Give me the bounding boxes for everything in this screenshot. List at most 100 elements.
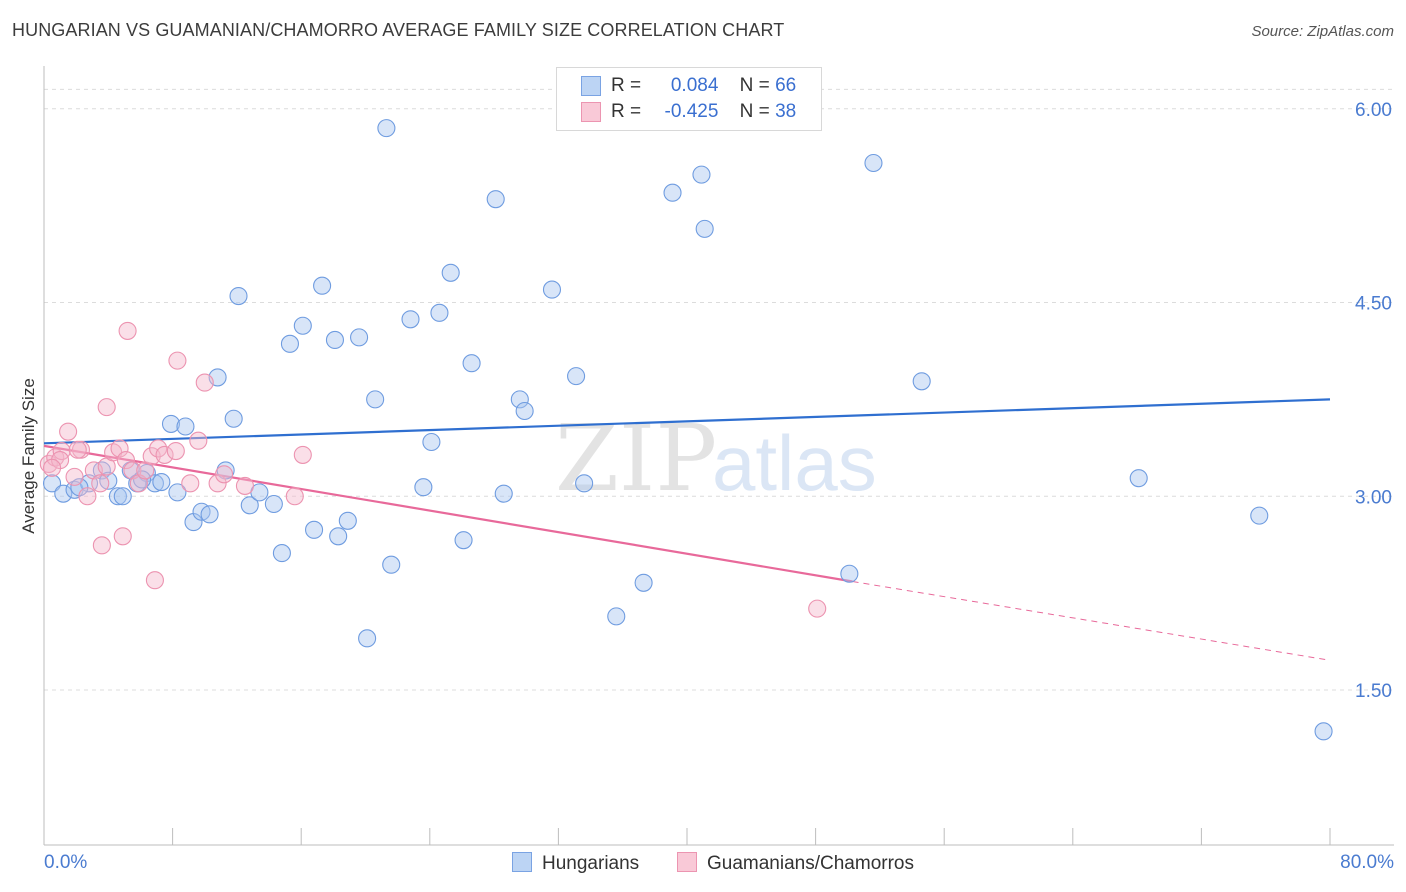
- hungarians-points: [42, 119, 1333, 741]
- guamanians-point: [110, 439, 129, 458]
- hungarians-point: [168, 483, 187, 502]
- legend-swatch-blue: [581, 75, 601, 96]
- hungarians-point: [338, 511, 357, 530]
- guamanians-point: [155, 445, 174, 464]
- hungarians-point: [305, 520, 324, 539]
- guamanians-point: [235, 476, 254, 495]
- hungarians-point: [329, 527, 348, 546]
- hungarians-point: [692, 165, 711, 184]
- hungarians-trend-line: [43, 398, 1331, 445]
- hungarians-point: [575, 474, 594, 493]
- hungarians-point: [293, 316, 312, 335]
- hungarians-point: [441, 263, 460, 282]
- hungarians-point: [377, 119, 396, 138]
- guamanians-point: [214, 465, 234, 484]
- legend-r-value-2: -0.425: [664, 101, 719, 122]
- bottom-legend-hungarians: Hungarians: [512, 852, 639, 875]
- bottom-legend-swatch-blue: [512, 852, 532, 872]
- hungarians-point: [454, 531, 473, 550]
- hungarians-point: [264, 494, 283, 514]
- hungarians-point: [486, 190, 505, 209]
- guamanians-point: [65, 467, 84, 486]
- grid: [44, 88, 1394, 691]
- legend-n-label-2: N =: [739, 101, 770, 122]
- hungarians-point: [567, 367, 586, 386]
- guamanians-points: [39, 321, 827, 618]
- hungarians-point: [515, 401, 534, 421]
- hungarians-point: [1250, 506, 1269, 525]
- legend-r-value-1: 0.084: [670, 75, 719, 96]
- x-max-label: 80.0%: [1340, 852, 1394, 873]
- hungarians-point: [272, 544, 291, 563]
- guamanians-point: [91, 474, 110, 493]
- hungarians-point: [430, 303, 449, 322]
- source-label: Source: ZipAtlas.com: [1251, 23, 1394, 40]
- chart-title: HUNGARIAN VS GUAMANIAN/CHAMORRO AVERAGE …: [12, 20, 785, 40]
- hungarians-point: [510, 390, 529, 409]
- guamanians-point: [46, 448, 65, 467]
- hungarians-point: [113, 487, 132, 506]
- trend-lines: [43, 398, 1331, 661]
- legend-row-guamanians: R = -0.425 N = 38: [581, 101, 796, 127]
- guamanians-point: [42, 458, 62, 477]
- guamanians-point: [78, 487, 97, 506]
- hungarians-point: [108, 487, 127, 506]
- hungarians-point: [382, 555, 401, 574]
- hungarians-point: [224, 409, 243, 428]
- hungarians-point: [176, 417, 195, 436]
- hungarians-point: [542, 280, 562, 299]
- y-axis-label: Average Family Size: [19, 378, 38, 534]
- guamanians-point: [808, 599, 827, 618]
- hungarians-point: [42, 474, 62, 493]
- hungarians-point: [840, 564, 859, 583]
- legend-swatch-pink: [581, 101, 601, 122]
- hungarians-point: [313, 276, 332, 295]
- hungarians-point: [864, 153, 883, 173]
- y-tick-label: 4.50: [1355, 294, 1392, 315]
- hungarians-point: [462, 354, 481, 373]
- y-tick-label: 1.50: [1355, 681, 1392, 702]
- guamanians-point: [116, 451, 136, 470]
- hungarians-point: [350, 328, 369, 347]
- guamanians-trend-extension: [852, 581, 1331, 661]
- legend-r-label-1: R =: [611, 75, 642, 96]
- axes: [43, 66, 1394, 846]
- guamanians-point: [97, 398, 116, 417]
- guamanians-point: [149, 439, 168, 458]
- guamanians-point: [52, 441, 71, 461]
- correlation-legend: R = 0.084 N = 66 R = -0.425 N = 38: [556, 67, 822, 131]
- bottom-legend-swatch-pink: [677, 852, 697, 872]
- hungarians-point: [912, 372, 931, 391]
- hungarians-point: [414, 478, 433, 497]
- guamanians-point: [118, 321, 137, 340]
- legend-r-label-2: R =: [611, 101, 642, 122]
- guamanians-point: [195, 373, 214, 392]
- bottom-legend-guamanians: Guamanians/Chamorros: [677, 852, 914, 875]
- hungarians-point: [695, 219, 714, 238]
- hungarians-point: [152, 472, 171, 492]
- guamanians-point: [68, 440, 87, 459]
- y-tick-label: 3.00: [1355, 487, 1392, 508]
- legend-n-value-1: 66: [775, 75, 797, 96]
- hungarians-point: [366, 390, 385, 409]
- guamanians-point: [285, 487, 304, 506]
- guamanians-point: [168, 351, 187, 370]
- guamanians-point: [145, 571, 164, 590]
- bottom-legend-label-2: Guamanians/Chamorros: [707, 853, 914, 874]
- x-min-label: 0.0%: [44, 852, 88, 873]
- legend-n-value-2: 38: [775, 101, 797, 122]
- hungarians-point: [1314, 722, 1333, 741]
- hungarians-point: [325, 330, 345, 350]
- legend-n-label-1: N =: [739, 75, 770, 96]
- hungarians-point: [1129, 469, 1148, 488]
- hungarians-point: [280, 334, 299, 353]
- hungarians-point: [240, 496, 259, 515]
- guamanians-point: [166, 441, 185, 461]
- hungarians-point: [663, 183, 682, 202]
- y-tick-labels: 1.50 3.00 4.50 6.00: [1355, 100, 1392, 702]
- hungarians-point: [634, 573, 653, 592]
- guamanians-point: [293, 445, 312, 464]
- hungarians-point: [54, 484, 73, 503]
- watermark-atlas: atlas: [712, 419, 877, 507]
